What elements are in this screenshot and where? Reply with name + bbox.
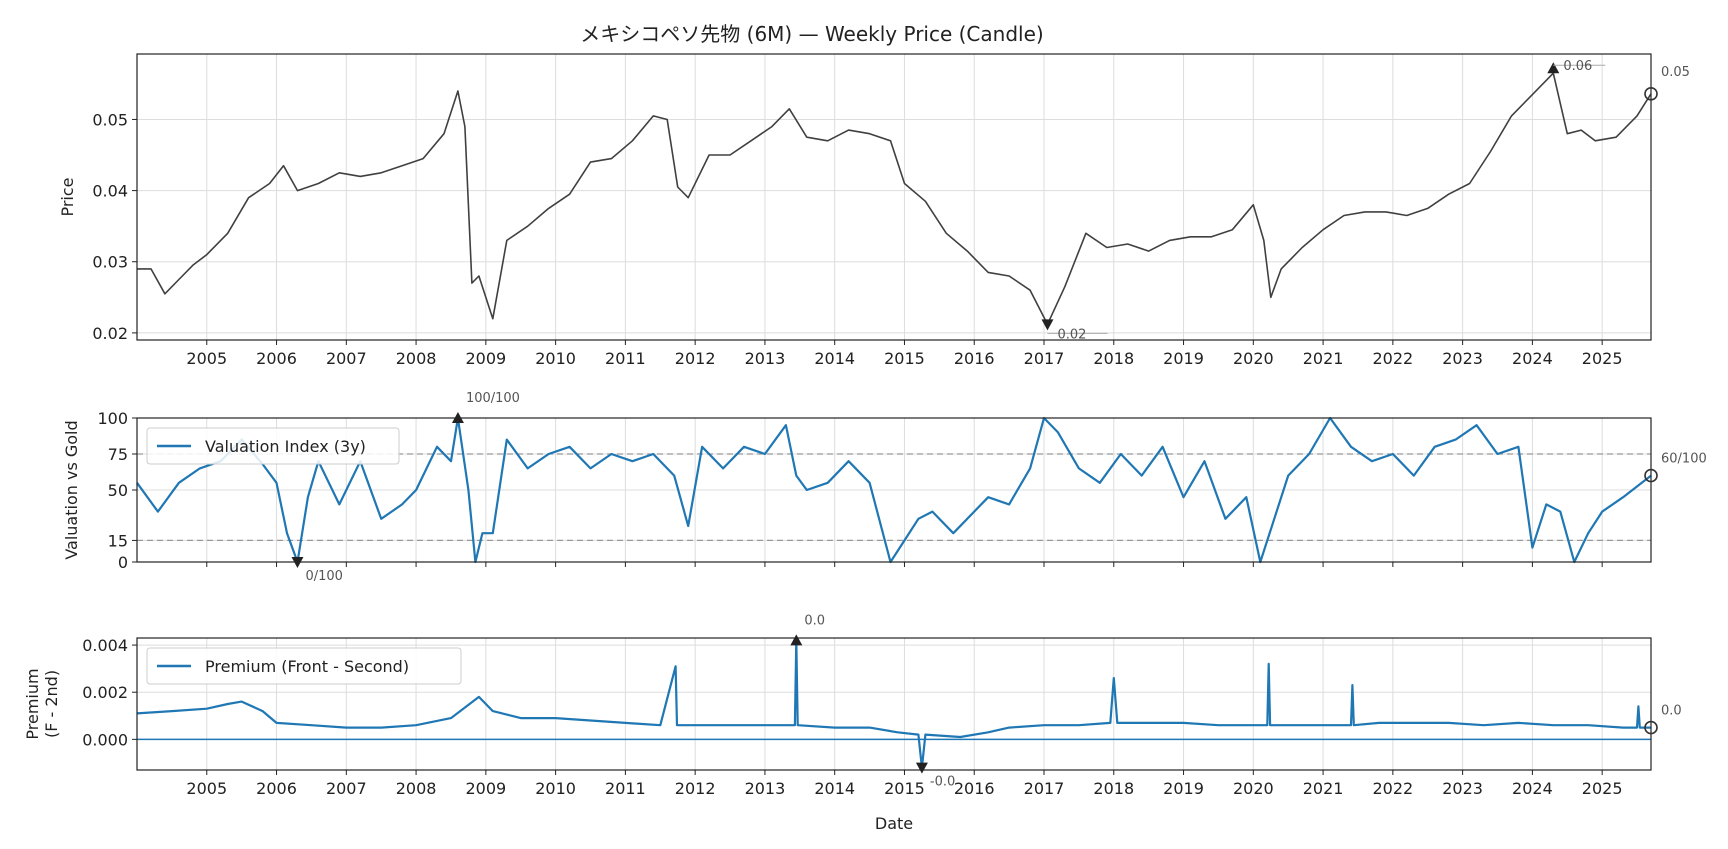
x-tick-label: 2025 [1582,349,1623,368]
y-tick-label: 75 [108,445,128,464]
x-tick-label: 2005 [186,349,227,368]
x-tick-label: 2015 [884,779,925,798]
max-marker [790,634,803,646]
y-tick-label: 0.004 [82,636,128,655]
x-tick-label: 2012 [675,779,716,798]
x-tick-label: 2018 [1093,349,1134,368]
x-tick-label: 2017 [1024,779,1065,798]
legend-box [146,427,400,465]
last-value-marker [1644,720,1658,735]
y-axis-label: Premium(F - 2nd) [23,668,61,739]
min-marker [1041,319,1054,331]
axes-frame [136,417,1652,563]
x-tick-label: 2006 [256,779,297,798]
x-tick-label: 2007 [326,349,367,368]
x-axis-label: Date [875,814,913,833]
max-label: 0.0 [804,613,825,628]
legend-label: Premium (Front - Second) [205,657,409,676]
x-tick-label: 2016 [954,779,995,798]
x-tick-label: 2021 [1303,349,1344,368]
x-tick-label: 2021 [1303,779,1344,798]
max-marker [1547,62,1560,74]
min-label: 0.02 [1057,327,1086,342]
premium-panel: 2005 2006 2007 2008 2009 2010 2011 2012 2013 2014… [23,613,1682,798]
price-panel: 2005 2006 2007 2008 2009 2010 2011 2012 2013 2014… [58,53,1690,368]
y-tick-label: 100 [97,409,128,428]
x-tick-label: 2016 [954,349,995,368]
x-tick-label: 2014 [814,779,855,798]
max-label: 100/100 [466,391,520,406]
x-tick-label: 2020 [1233,779,1274,798]
legend: Premium (Front - Second) [146,647,462,685]
y-axis-label: Valuation vs Gold [62,420,81,559]
x-tick-label: 2010 [535,779,576,798]
x-tick-label: 2019 [1163,349,1204,368]
x-tick-label: 2006 [256,349,297,368]
last-value-marker [1644,468,1658,483]
x-tick-label: 2020 [1233,349,1274,368]
y-tick-label: 0.03 [92,253,128,272]
y-tick-label: 0.000 [82,730,128,749]
x-tick-label: 2008 [396,779,437,798]
valuation-series-line [136,416,1652,564]
x-tick-label: 2009 [465,349,506,368]
x-tick-label: 2011 [605,779,646,798]
y-tick-label: 15 [108,531,128,550]
y-tick-label: 50 [108,481,128,500]
axes-frame [136,637,1652,771]
max-marker [451,412,464,423]
last-value-marker [1644,87,1658,101]
x-tick-label: 2024 [1512,779,1553,798]
chart-title: メキシコペソ先物 (6M) — Weekly Price (Candle) [580,22,1043,46]
y-tick-label: 0.002 [82,683,128,702]
x-tick-label: 2024 [1512,349,1553,368]
x-tick-label: 2023 [1442,779,1483,798]
x-tick-label: 2014 [814,349,855,368]
last-value-label: 60/100 [1661,452,1707,467]
x-tick-label: 2022 [1372,349,1413,368]
x-tick-label: 2008 [396,349,437,368]
min-marker [291,557,304,568]
y-tick-label: 0 [118,553,128,572]
legend-box [146,647,462,685]
min-label: -0.0 [930,775,955,790]
x-tick-label: 2010 [535,349,576,368]
x-tick-label: 2022 [1372,779,1413,798]
x-tick-label: 2007 [326,779,367,798]
legend-label: Valuation Index (3y) [205,437,366,456]
y-axis-label: Price [58,177,77,216]
y-tick-label: 0.02 [92,324,128,343]
x-tick-label: 2019 [1163,779,1204,798]
legend: Valuation Index (3y) [146,427,400,465]
y-tick-label: 0.04 [92,182,128,201]
x-tick-label: 2012 [675,349,716,368]
min-label: 0/100 [305,569,342,584]
last-value-label: 0.0 [1661,704,1682,719]
x-tick-label: 2015 [884,349,925,368]
axes-frame [136,53,1652,341]
x-tick-label: 2018 [1093,779,1134,798]
x-tick-label: 2011 [605,349,646,368]
x-tick-label: 2005 [186,779,227,798]
x-tick-label: 2009 [465,779,506,798]
y-tick-label: 0.05 [92,110,128,129]
min-marker [915,762,928,774]
x-tick-label: 2013 [745,779,786,798]
max-label: 0.06 [1563,59,1592,74]
x-tick-label: 2017 [1024,349,1065,368]
x-tick-label: 2023 [1442,349,1483,368]
x-tick-label: 2025 [1582,779,1623,798]
x-tick-label: 2013 [745,349,786,368]
last-value-label: 0.05 [1661,65,1690,80]
valuation-panel: 0 15 50 75 100 Valuation vs Gold 100/100 0/100 6… [62,391,1707,584]
price-series-line [137,72,1652,326]
premium-series-line [136,639,1651,769]
